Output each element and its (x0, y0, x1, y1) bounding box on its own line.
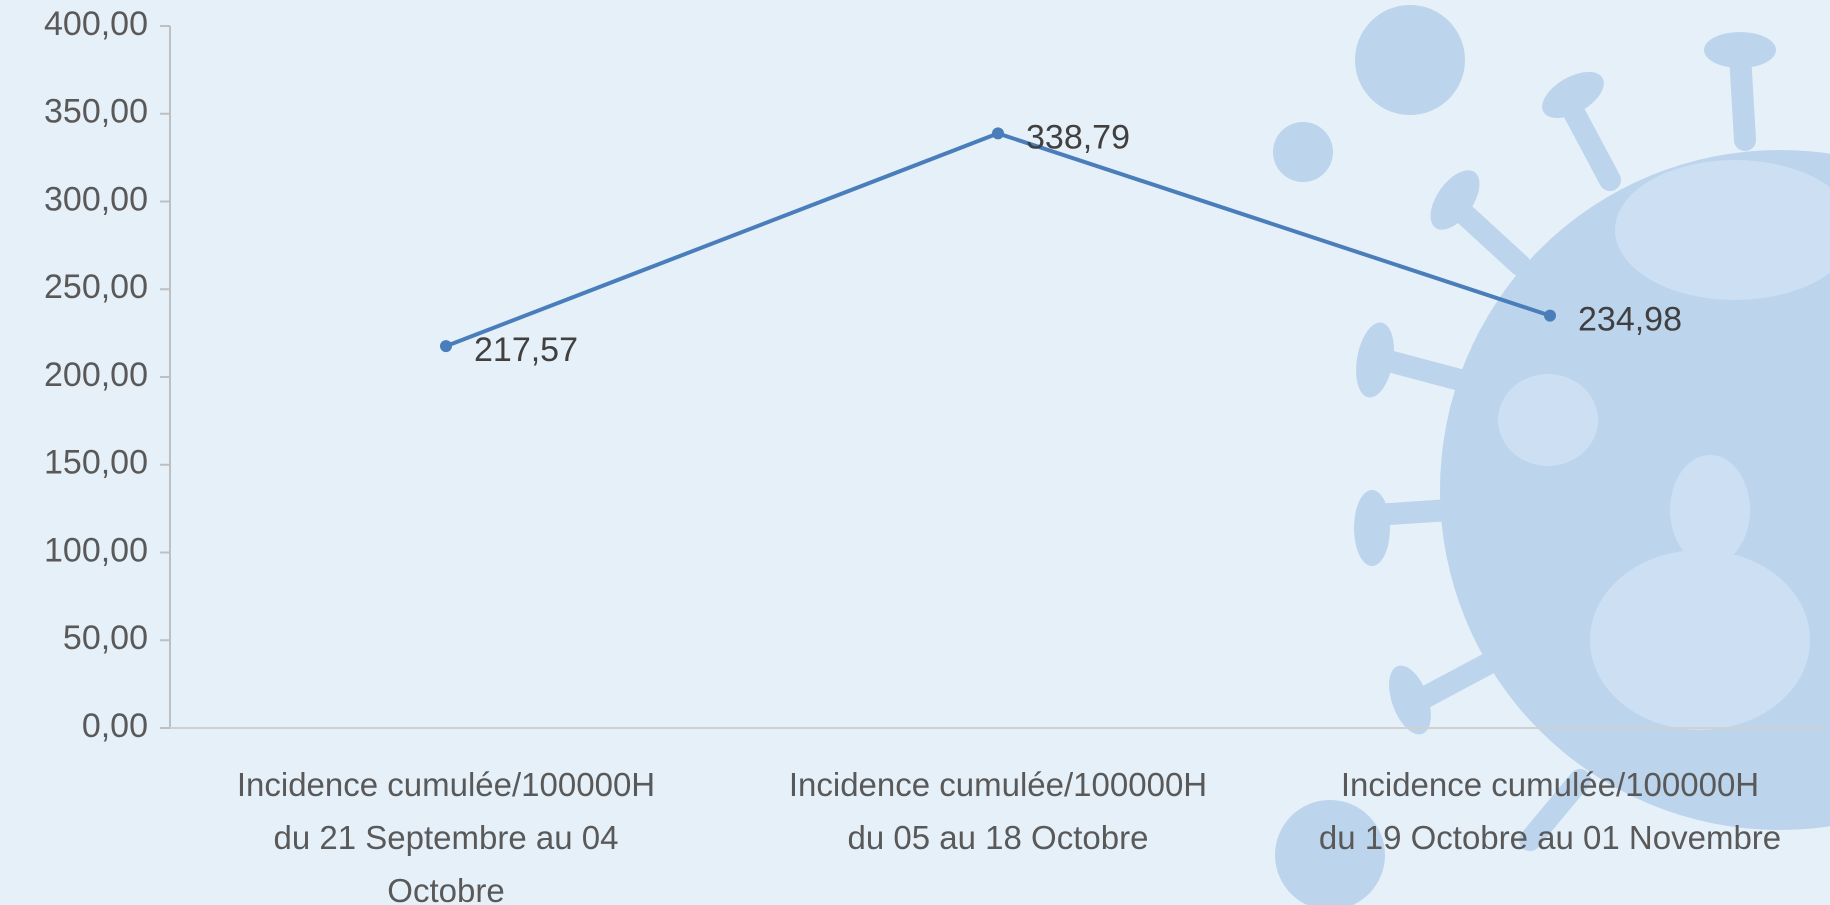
chart-page: 0,00 50,00 100,00 150,00 200,00 250,00 300,00 3… (0, 0, 1830, 905)
y-tick-label: 350,00 (44, 93, 148, 131)
line (446, 133, 1550, 346)
y-tick-label: 150,00 (44, 444, 148, 482)
y-tick-label: 400,00 (44, 5, 148, 43)
x-tick-label: Incidence cumulée/100000H du 21 Septembr… (166, 758, 726, 905)
data-label: 217,57 (474, 331, 578, 369)
y-tick-label: 100,00 (44, 531, 148, 569)
y-tick-label: 0,00 (82, 707, 148, 745)
y-tick-label: 50,00 (63, 619, 148, 657)
x-tick-label: Incidence cumulée/100000H du 19 Octobre … (1270, 758, 1830, 864)
data-label: 234,98 (1578, 301, 1682, 339)
y-tick-label: 300,00 (44, 180, 148, 218)
point (992, 127, 1004, 139)
x-tick-label: Incidence cumulée/100000H du 05 au 18 Oc… (718, 758, 1278, 864)
point (440, 340, 452, 352)
y-tick-label: 250,00 (44, 268, 148, 306)
point (1544, 310, 1556, 322)
data-label: 338,79 (1026, 118, 1130, 156)
y-tick-label: 200,00 (44, 356, 148, 394)
